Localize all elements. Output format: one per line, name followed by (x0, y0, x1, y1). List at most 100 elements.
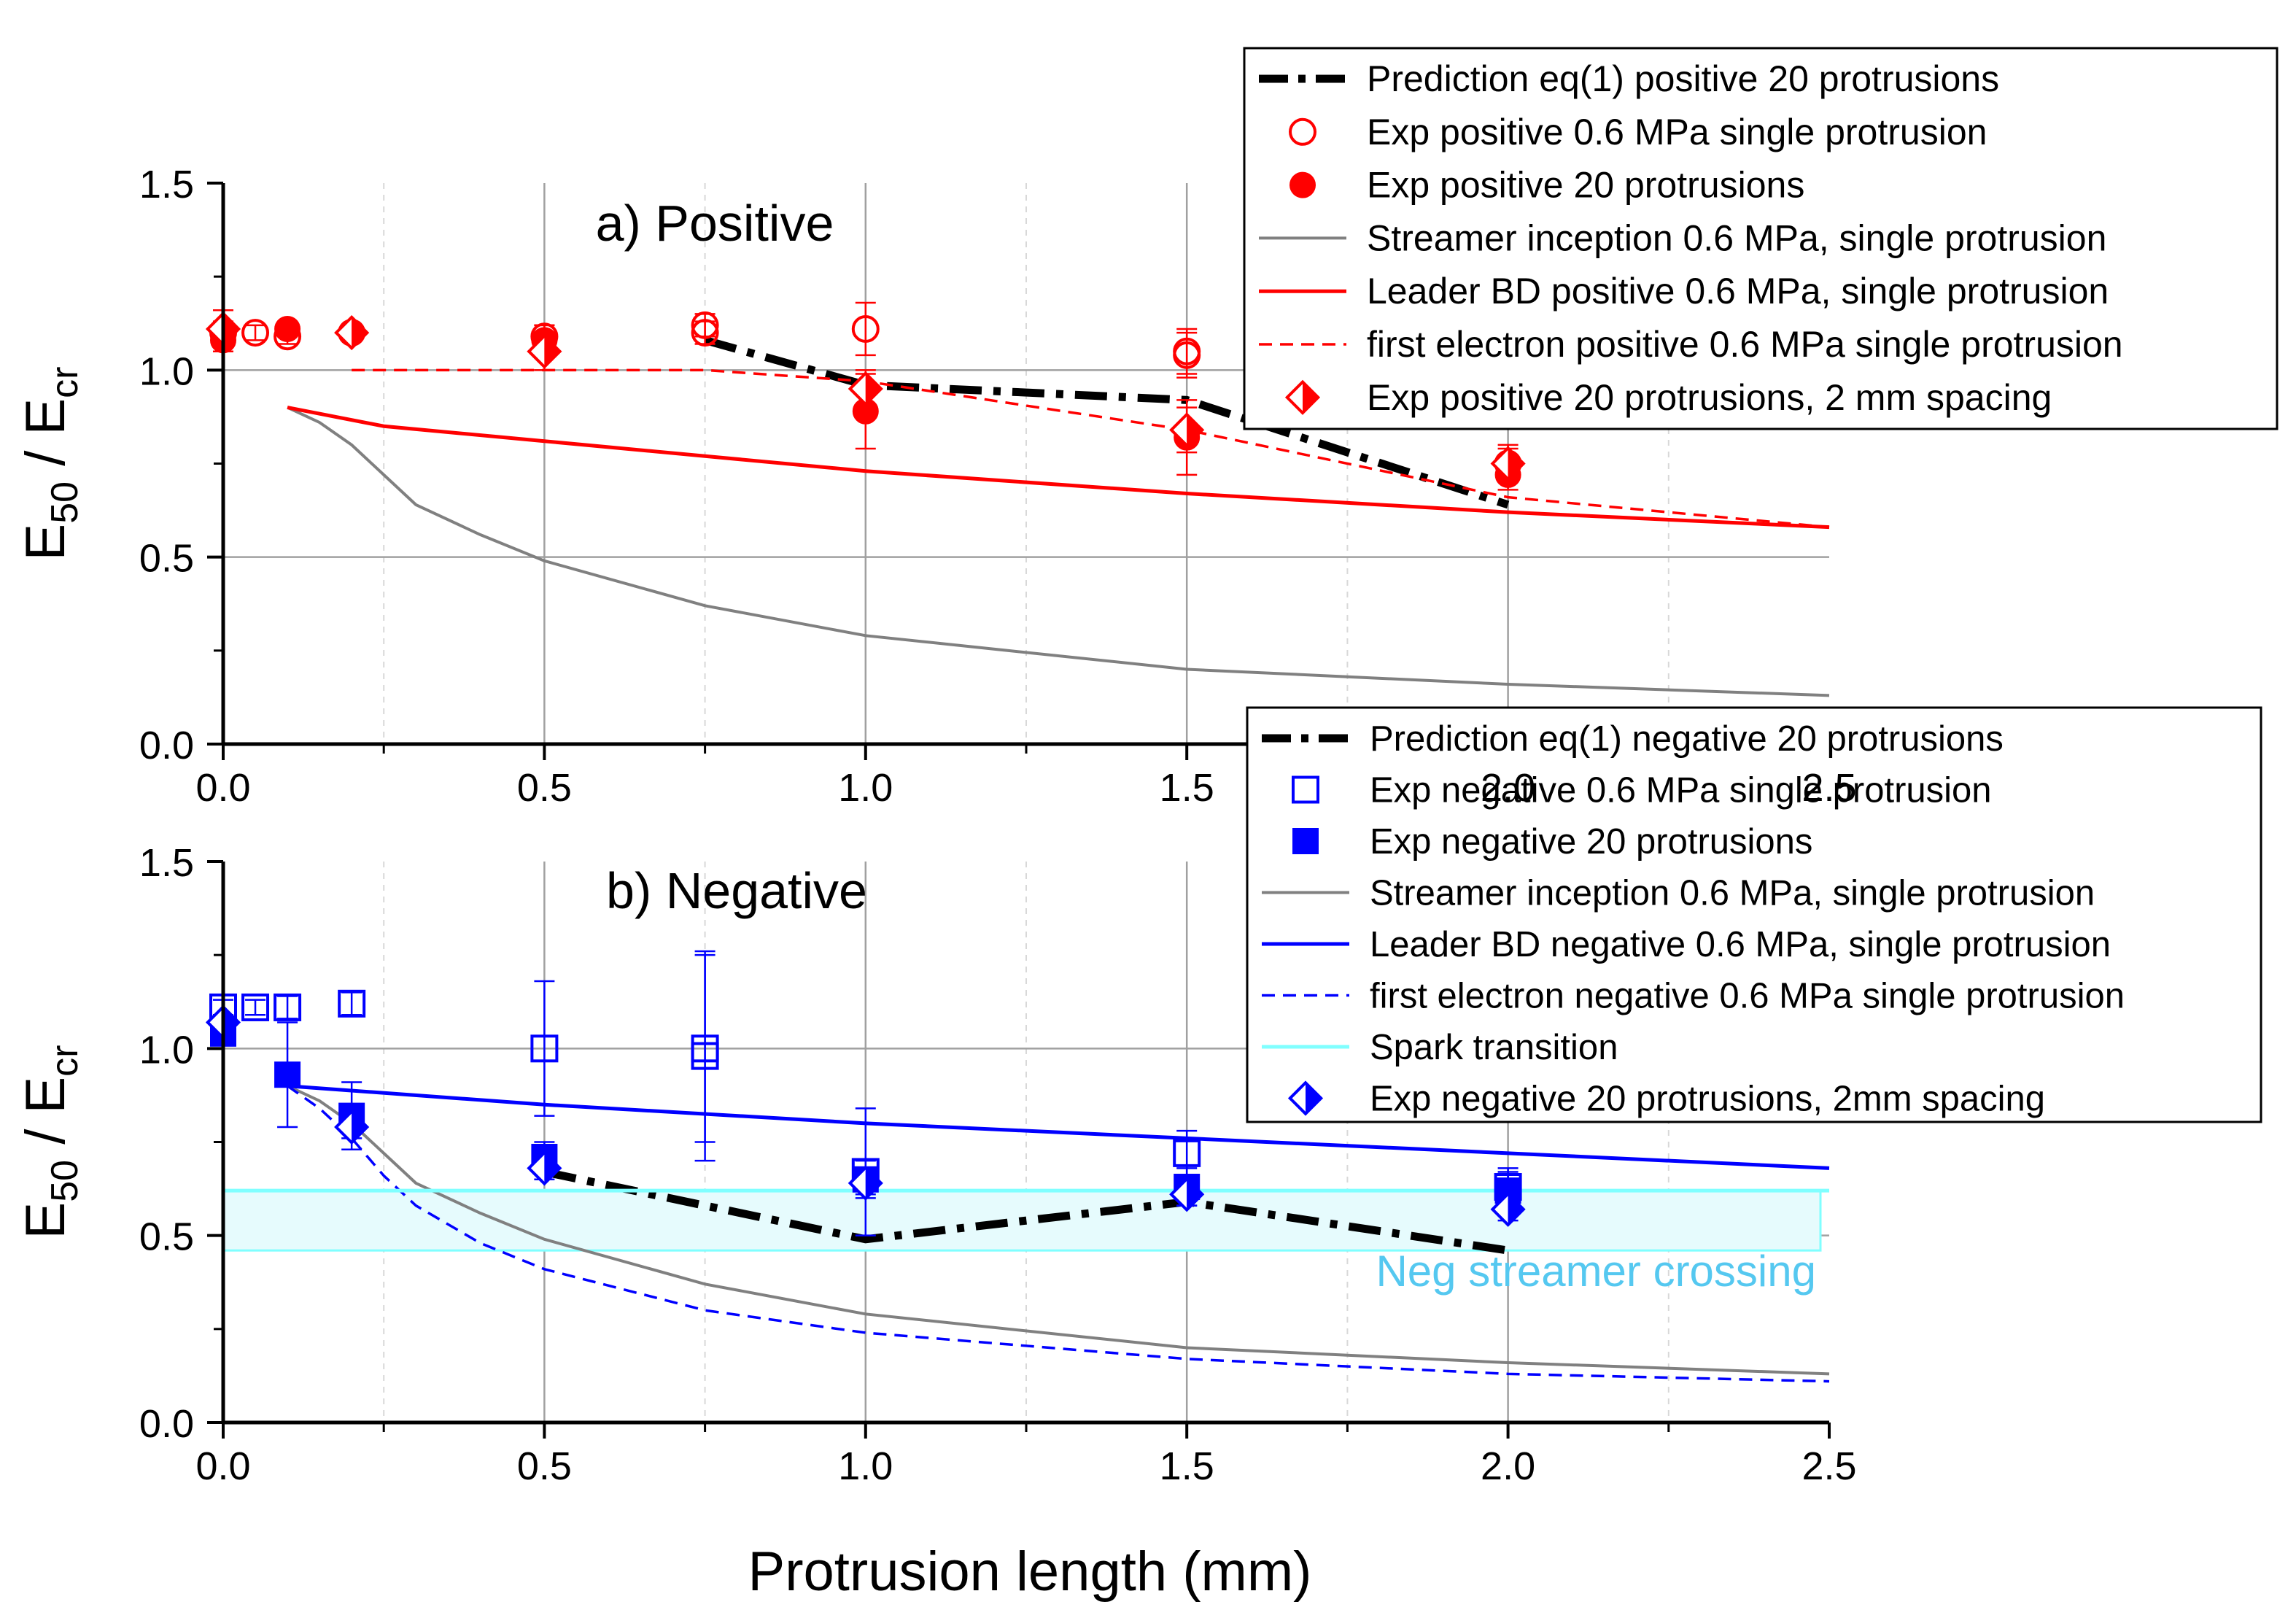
series-line (704, 336, 1510, 509)
error-bar (245, 324, 266, 341)
x-tick-label: 2.5 (1801, 1444, 1856, 1488)
legend-swatch (1289, 117, 1316, 146)
error-bar (341, 991, 362, 1016)
data-point (851, 314, 880, 343)
data-point (848, 371, 883, 407)
marker-half-left (529, 336, 545, 367)
marker-half-right (1306, 1083, 1322, 1114)
legend-label: Exp negative 20 protrusions (1370, 822, 1812, 862)
data-point (1173, 1139, 1201, 1167)
x-tick-label: 0.0 (195, 766, 250, 810)
marker-outline (1284, 379, 1321, 415)
legend-label: Leader BD negative 0.6 MPa, single protr… (1370, 925, 2111, 964)
legend-item: Exp positive 20 protrusions, 2 mm spacin… (1284, 377, 2052, 418)
y-tick-label: 1.5 (139, 163, 194, 206)
data-point (274, 315, 301, 342)
marker-half-left (850, 1167, 866, 1199)
y-axis-label-part: 50 (44, 1160, 86, 1202)
x-tick-label: 2.0 (1481, 766, 1535, 810)
x-tick-label: 1.5 (1160, 766, 1214, 810)
error-bar (245, 999, 266, 1016)
legend-swatch (1284, 379, 1321, 415)
marker-half-right (865, 1167, 882, 1199)
legend-label: first electron negative 0.6 MPa single p… (1370, 977, 2125, 1016)
marker-half-right (1303, 382, 1319, 414)
error-bar (534, 980, 555, 1117)
data-point (1169, 1177, 1205, 1212)
legend-box (1246, 706, 2262, 1123)
legend-label: Streamer inception 0.6 MPa, single protr… (1370, 874, 2095, 913)
x-tick-label: 2.0 (1481, 1444, 1535, 1488)
y-axis-label-part: E (15, 1202, 77, 1239)
legend-item: first electron positive 0.6 MPa single p… (1259, 324, 2123, 365)
x-tick-label: 1.0 (838, 766, 893, 810)
legend-label: Exp positive 20 protrusions, 2 mm spacin… (1367, 377, 2052, 418)
data-point (334, 1109, 370, 1145)
legend-label: Prediction eq(1) positive 20 protrusions (1367, 58, 1999, 99)
y-axis-label-part: cr (44, 367, 86, 398)
legend-swatch (1287, 1080, 1324, 1116)
legend-item: Exp positive 20 protrusions (1289, 165, 1804, 206)
x-tick-label: 0.0 (195, 1444, 250, 1488)
marker-outline (1490, 1191, 1526, 1227)
legend-label: Prediction eq(1) negative 20 protrusions (1370, 719, 2004, 759)
legend-label: Exp negative 20 protrusions, 2mm spacing (1370, 1080, 2045, 1119)
marker-outline (1490, 446, 1526, 481)
legend-item: first electron negative 0.6 MPa single p… (1262, 977, 2125, 1016)
legend-label: Spark transition (1370, 1028, 1618, 1067)
marker-half-right (1187, 1179, 1203, 1210)
data-point (691, 1042, 719, 1070)
legend-box (1243, 47, 2278, 430)
legend-item: Exp positive 0.6 MPa single protrusion (1289, 112, 1987, 152)
panel-title: a) Positive (596, 195, 834, 252)
series-line (287, 406, 1830, 697)
marker-half-left (850, 373, 866, 405)
y-axis-label-part: / E (15, 398, 77, 481)
legend-label: first electron positive 0.6 MPa single p… (1367, 324, 2123, 365)
error-bar (855, 301, 876, 357)
marker-outline (1169, 1177, 1205, 1212)
panel-title: b) Negative (606, 862, 867, 919)
y-axis-label-part: E (15, 524, 77, 561)
y-tick-label: 0.5 (139, 537, 194, 581)
data-point (274, 1061, 301, 1088)
x-tick-label: 0.5 (517, 1444, 572, 1488)
marker-half-right (223, 313, 239, 345)
x-tick-label: 1.5 (1160, 1444, 1214, 1488)
marker-half-left (1492, 1193, 1508, 1226)
y-axis-label: E50 / Ecr (15, 1045, 86, 1239)
x-tick-label: 0.5 (517, 766, 572, 810)
y-tick-label: 1.0 (139, 1028, 194, 1072)
legend-item: Exp negative 0.6 MPa single protrusion (1292, 771, 1992, 810)
x-tick-label: 2.5 (1801, 766, 1856, 810)
legend-item: Prediction eq(1) negative 20 protrusions (1262, 719, 2004, 759)
marker-outline (848, 1165, 883, 1201)
marker-outline (334, 1109, 370, 1145)
marker-half-right (865, 373, 882, 405)
error-bar (1176, 331, 1198, 379)
data-point (527, 1150, 562, 1186)
data-point (334, 314, 370, 351)
data-point (241, 319, 270, 347)
legend-item: Exp negative 20 protrusions, 2mm spacing (1287, 1080, 2045, 1119)
marker-half-left (1287, 382, 1303, 414)
data-point (1490, 1191, 1526, 1227)
marker-half-right (352, 317, 368, 349)
x-axis-tick-labels: 0.0 0.5 1.0 1.5 2.0 2.5 0.0 0.5 1.0 1.5 2.0 2.5 (195, 766, 1856, 1488)
data-point (338, 989, 366, 1018)
marker-half-left (1492, 448, 1508, 479)
series-line (287, 1084, 1830, 1170)
series-line (543, 1168, 1509, 1255)
data-point (1490, 446, 1526, 481)
marker-half-left (1171, 1179, 1187, 1210)
y-tick-label: 0.0 (139, 1402, 194, 1446)
marker-half-left (207, 1007, 223, 1038)
legend-label: Exp positive 20 protrusions (1367, 165, 1804, 206)
marker-half-right (223, 1007, 239, 1038)
legend-swatch (1292, 828, 1319, 854)
marker-outline (1169, 412, 1205, 448)
series-line (287, 406, 1830, 530)
marker-half-right (352, 1111, 368, 1143)
marker-half-right (1508, 448, 1524, 479)
